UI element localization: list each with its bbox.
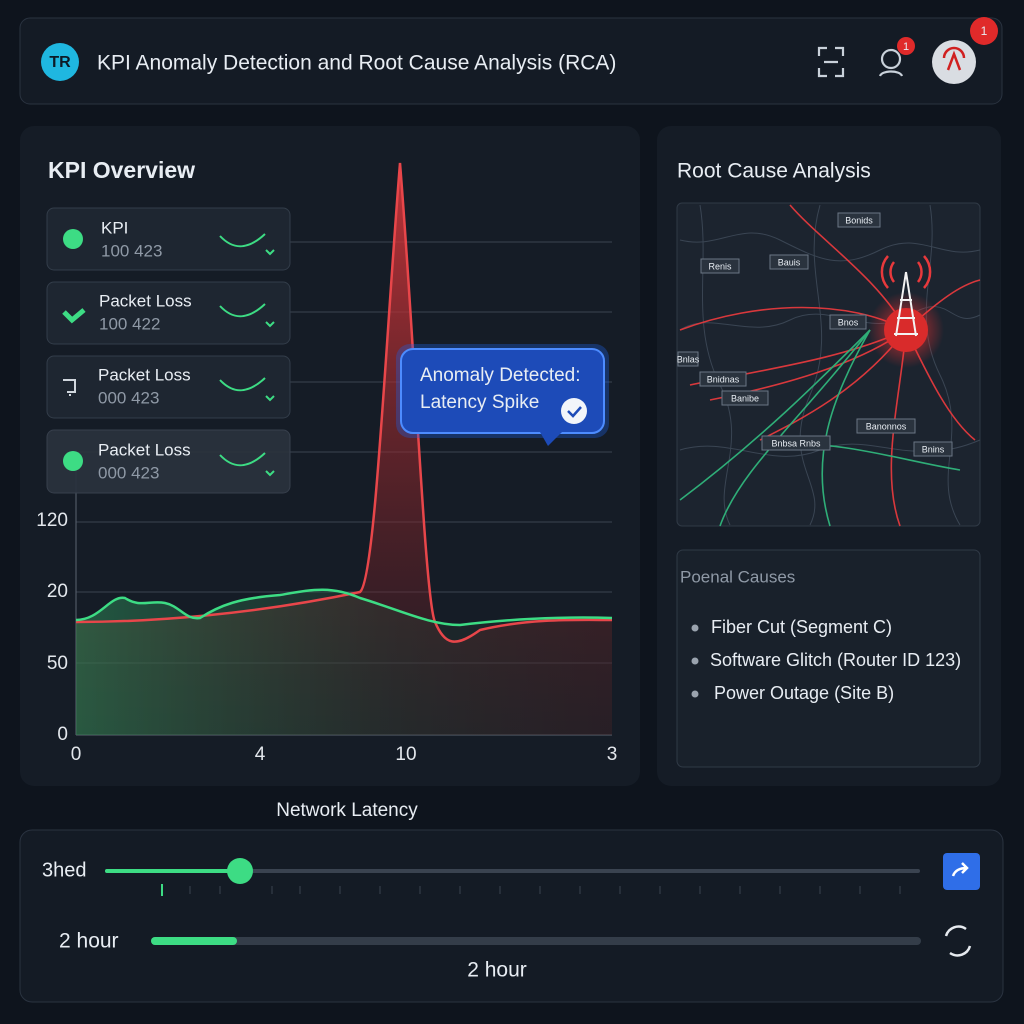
bullet (691, 657, 699, 665)
map-label: Bnidnas (707, 374, 740, 384)
callout-text: Anomaly Detected: (420, 365, 581, 386)
map-label: Bauis (778, 257, 801, 267)
avatar-icon (942, 46, 966, 71)
latency-line (75, 162, 613, 643)
card-label: KPI (101, 218, 128, 237)
card-value: 100 423 (101, 241, 162, 260)
map-label: Bonids (845, 215, 873, 225)
y-label: 0 (57, 724, 68, 745)
kpi-card[interactable] (46, 355, 291, 419)
card-label: Packet Loss (98, 440, 191, 459)
user-icon[interactable] (878, 48, 904, 77)
badge-text: 1 (981, 24, 988, 38)
x-label: 10 (395, 744, 416, 765)
causes-title: Poenal Causes (680, 567, 795, 586)
badge (897, 37, 915, 55)
cause-item[interactable]: Power Outage (Site B) (714, 683, 894, 703)
go-button[interactable] (943, 853, 980, 890)
y-label: 50 (47, 653, 68, 674)
causes-box (676, 549, 981, 768)
kpi-card[interactable] (46, 429, 291, 494)
range-label: 2 hour (59, 930, 119, 953)
card-value: 000 423 (98, 388, 159, 407)
map-label: Bnbsa Rnbs (771, 438, 821, 448)
y-label: 120 (36, 510, 68, 531)
slider-label: 3hed (42, 859, 87, 881)
callout-text: Latency Spike (420, 392, 539, 413)
card-value: 000 423 (98, 463, 159, 482)
kpi-line (75, 588, 613, 627)
cause-item[interactable]: Fiber Cut (Segment C) (711, 617, 892, 637)
signal-waves (880, 255, 932, 289)
map-label: Bnos (838, 317, 859, 327)
anomaly-callout[interactable] (396, 344, 609, 446)
chart-caption: Network Latency (276, 800, 418, 821)
kpi-card[interactable] (46, 207, 291, 271)
card-label: Packet Loss (98, 365, 191, 384)
header-bar (19, 17, 1003, 105)
panel-title: KPI Overview (48, 157, 195, 183)
go-icon (951, 862, 969, 877)
kpi-card[interactable] (46, 281, 291, 345)
card-value: 100 422 (99, 314, 160, 333)
map-labels: Bonids Renis Bauis Bnos Bnlas Bnidnas Ba… (677, 212, 953, 457)
bullet (691, 624, 699, 632)
y-label: 20 (47, 581, 68, 602)
tower-icon (894, 271, 918, 337)
x-label: 3 (607, 744, 618, 765)
badge (970, 17, 998, 45)
cause-item[interactable]: Software Glitch (Router ID 123) (710, 650, 961, 670)
map-label: Banonnos (866, 421, 907, 431)
app-title: KPI Anomaly Detection and Root Cause Ana… (97, 52, 616, 75)
map-label: Bnlas (677, 354, 700, 364)
panel-title: Root Cause Analysis (677, 160, 871, 183)
map-label: Banibe (731, 393, 759, 403)
network-map[interactable] (676, 202, 981, 527)
range-value: 2 hour (467, 959, 527, 982)
badge-text: 1 (903, 41, 909, 53)
map-label: Bnins (922, 444, 945, 454)
slider-ticks (161, 884, 901, 896)
bullet (691, 690, 699, 698)
logo-text: TR (49, 54, 71, 71)
kpi-area (76, 589, 612, 735)
x-label: 4 (255, 744, 266, 765)
tower-marker[interactable] (884, 308, 928, 352)
scan-icon[interactable] (817, 46, 845, 78)
slider-knob[interactable] (227, 858, 253, 884)
card-label: Packet Loss (99, 291, 192, 310)
avatar[interactable] (932, 40, 976, 84)
map-label: Renis (708, 261, 732, 271)
logo (41, 43, 79, 81)
x-label: 0 (71, 744, 82, 765)
refresh-icon[interactable] (944, 925, 972, 957)
